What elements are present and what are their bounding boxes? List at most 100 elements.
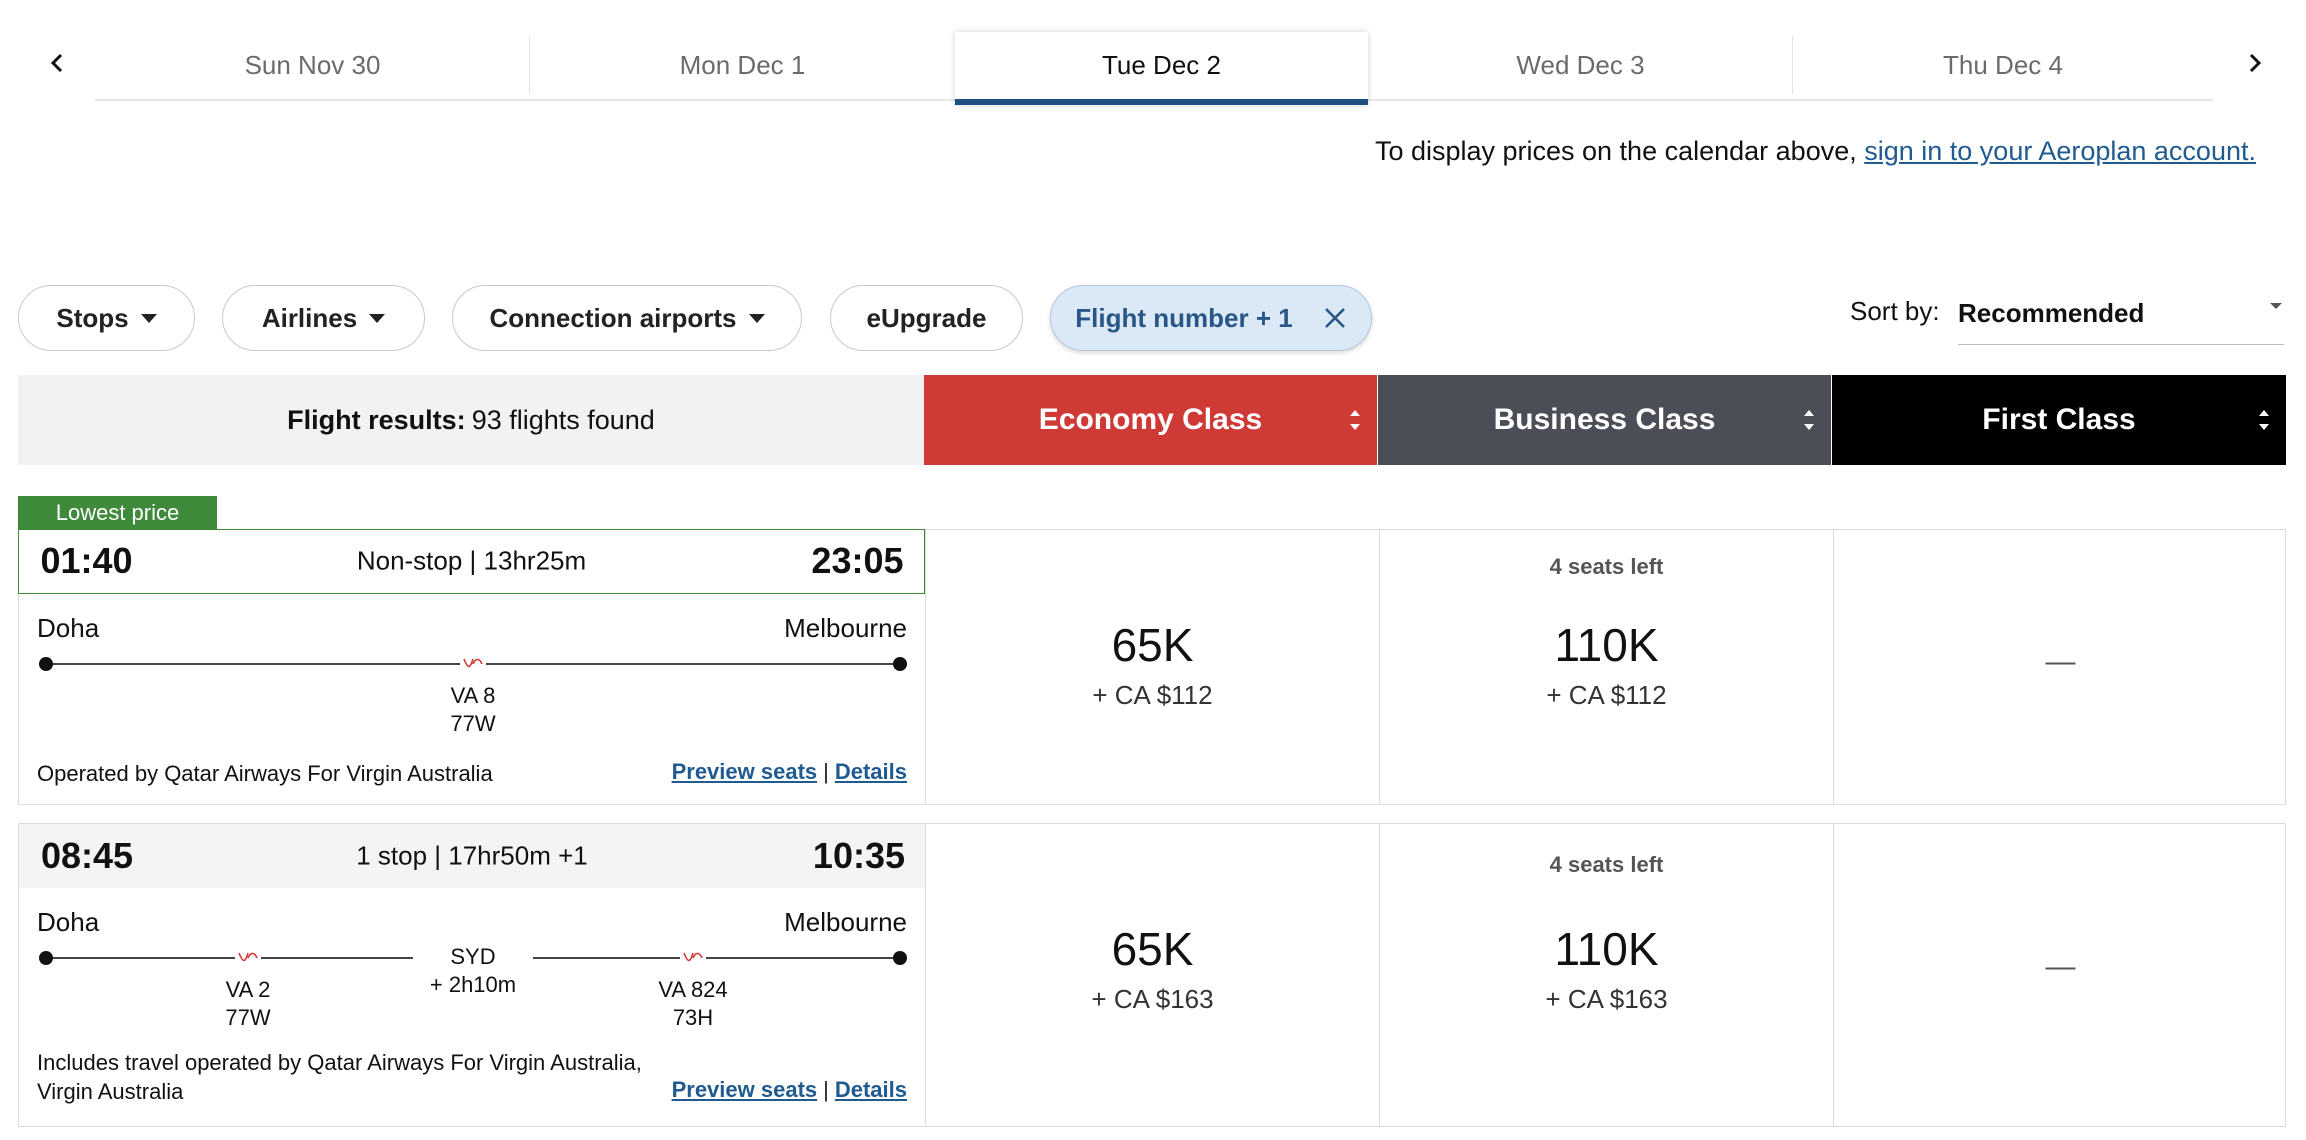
fare-points: 110K xyxy=(1554,619,1659,671)
flight-links: Preview seats | Details xyxy=(672,1077,907,1103)
segment-info: VA 824 73H xyxy=(638,976,748,1032)
first-class-sort-header[interactable]: First Class xyxy=(1832,375,2286,465)
sort-select[interactable]: Recommended xyxy=(1958,283,2284,345)
business-class-sort-header[interactable]: Business Class xyxy=(1378,375,1831,465)
fare-cash: + CA $112 xyxy=(1092,680,1213,710)
seats-left: 4 seats left xyxy=(1549,852,1664,877)
aircraft-type: 77W xyxy=(225,1005,271,1030)
sort-arrows-icon xyxy=(1350,410,1360,430)
next-dates-button[interactable] xyxy=(2240,42,2270,84)
operated-by-text: Operated by Qatar Airways For Virgin Aus… xyxy=(37,761,493,786)
flight-number-filter-chip[interactable]: Flight number + 1 xyxy=(1050,285,1372,351)
flight-results-value: 93 flights found xyxy=(471,404,655,435)
lowest-price-badge: Lowest price xyxy=(18,496,217,529)
date-tab-wed-dec-3[interactable]: Wed Dec 3 xyxy=(1368,32,1793,98)
date-tab-separator xyxy=(1792,36,1793,94)
preview-seats-link[interactable]: Preview seats xyxy=(671,1077,818,1102)
origin-dot xyxy=(39,951,53,965)
layover-duration: + 2h10m xyxy=(429,972,517,997)
close-icon[interactable] xyxy=(1323,306,1347,330)
connection-airports-filter-button[interactable]: Connection airports xyxy=(452,285,802,351)
preview-seats-link[interactable]: Preview seats xyxy=(671,759,818,784)
sort-select-value: Recommended xyxy=(1958,298,2145,328)
sort-by-label: Sort by: xyxy=(1850,296,1940,326)
signin-prefix-text: To display prices on the calendar above, xyxy=(1374,136,1865,166)
virgin-australia-logo-icon xyxy=(235,949,261,967)
economy-class-sort-header[interactable]: Economy Class xyxy=(924,375,1377,465)
previous-dates-button[interactable] xyxy=(42,42,72,84)
link-separator: | xyxy=(823,1077,829,1102)
flight-number: VA 2 xyxy=(225,977,271,1002)
business-class-label: Business Class xyxy=(1493,403,1716,436)
economy-fare-cell[interactable]: 65K + CA $163 xyxy=(925,824,1379,1126)
fare-cash: + CA $163 xyxy=(1091,984,1214,1014)
flight-number-filter-label: Flight number + 1 xyxy=(1075,302,1293,333)
details-link[interactable]: Details xyxy=(834,1077,907,1102)
origin-city: Doha xyxy=(37,613,100,643)
airlines-filter-label: Airlines xyxy=(261,302,358,333)
business-fare-cell[interactable]: 4 seats left 110K + CA $163 xyxy=(1379,824,1833,1126)
airlines-filter-button[interactable]: Airlines xyxy=(222,285,425,351)
date-tab-label: Thu Dec 4 xyxy=(1943,49,2063,80)
destination-city: Melbourne xyxy=(784,613,907,643)
flight-itinerary: 01:40 Non-stop | 13hr25m 23:05 Doha Melb… xyxy=(17,528,925,804)
date-tab-mon-dec-1[interactable]: Mon Dec 1 xyxy=(530,32,955,98)
first-fare-cell: — xyxy=(1833,530,2287,804)
fare-unavailable: — xyxy=(2045,645,2076,678)
flight-links: Preview seats | Details xyxy=(672,759,907,785)
arrival-time: 23:05 xyxy=(811,540,904,581)
segment-info: VA 2 77W xyxy=(198,976,298,1032)
eupgrade-filter-label: eUpgrade xyxy=(866,302,987,333)
details-link[interactable]: Details xyxy=(834,759,907,784)
aircraft-type: 77W xyxy=(450,711,496,736)
destination-dot xyxy=(893,951,907,965)
signin-link[interactable]: sign in to your Aeroplan account. xyxy=(1864,136,2256,166)
fare-cash: + CA $112 xyxy=(1546,680,1667,710)
origin-city: Doha xyxy=(37,907,100,937)
eupgrade-filter-button[interactable]: eUpgrade xyxy=(830,285,1023,351)
connection-info: SYD + 2h10m xyxy=(413,943,533,999)
flight-card: 01:40 Non-stop | 13hr25m 23:05 Doha Melb… xyxy=(17,528,2287,805)
first-fare-cell: — xyxy=(1833,824,2287,1126)
fare-points: 65K xyxy=(1111,619,1194,671)
chevron-right-icon xyxy=(2249,53,2262,73)
stops-filter-label: Stops xyxy=(56,302,129,333)
caret-down-icon xyxy=(140,313,157,323)
departure-time: 08:45 xyxy=(41,835,134,876)
date-tab-label: Mon Dec 1 xyxy=(679,49,806,80)
date-tab-separator xyxy=(529,36,530,94)
economy-fare-cell[interactable]: 65K + CA $112 xyxy=(925,530,1379,804)
flight-time-bar: 08:45 1 stop | 17hr50m +1 10:35 xyxy=(19,824,925,888)
fare-unavailable: — xyxy=(2045,950,2076,983)
date-tab-label: Sun Nov 30 xyxy=(244,49,381,80)
flight-itinerary: 08:45 1 stop | 17hr50m +1 10:35 Doha Mel… xyxy=(19,824,925,1126)
date-tab-label: Wed Dec 3 xyxy=(1516,49,1645,80)
caret-down-icon xyxy=(369,313,386,323)
fare-points: 65K xyxy=(1111,923,1194,975)
stops-filter-button[interactable]: Stops xyxy=(18,285,195,351)
connection-airports-filter-label: Connection airports xyxy=(489,302,737,333)
aircraft-type: 73H xyxy=(672,1005,714,1030)
flight-summary: Non-stop | 13hr25m xyxy=(356,545,587,576)
flight-card: 08:45 1 stop | 17hr50m +1 10:35 Doha Mel… xyxy=(18,823,2286,1127)
date-strip: Sun Nov 30 Mon Dec 1 Tue Dec 2 Wed Dec 3… xyxy=(0,0,2306,110)
results-header: Flight results: 93 flights found Economy… xyxy=(18,375,2286,465)
fare-cash: + CA $163 xyxy=(1545,984,1668,1014)
date-tab-thu-dec-4[interactable]: Thu Dec 4 xyxy=(1793,32,2213,98)
origin-dot xyxy=(39,657,53,671)
flight-number: VA 824 xyxy=(658,977,728,1002)
business-fare-cell[interactable]: 4 seats left 110K + CA $112 xyxy=(1379,530,1833,804)
segment-info: VA 8 77W xyxy=(423,682,523,738)
fare-points: 110K xyxy=(1554,923,1659,975)
caret-down-icon xyxy=(2270,303,2282,309)
date-tab-label: Tue Dec 2 xyxy=(1102,50,1221,80)
date-tab-sun-nov-30[interactable]: Sun Nov 30 xyxy=(95,32,530,98)
virgin-australia-logo-icon xyxy=(460,655,486,673)
date-tab-tue-dec-2[interactable]: Tue Dec 2 xyxy=(955,32,1368,105)
link-separator: | xyxy=(823,759,829,784)
destination-city: Melbourne xyxy=(784,907,907,937)
connection-airport: SYD xyxy=(450,944,496,969)
operated-by-text: Includes travel operated by Qatar Airway… xyxy=(37,1050,642,1104)
departure-time: 01:40 xyxy=(40,540,133,581)
virgin-australia-logo-icon xyxy=(680,949,706,967)
